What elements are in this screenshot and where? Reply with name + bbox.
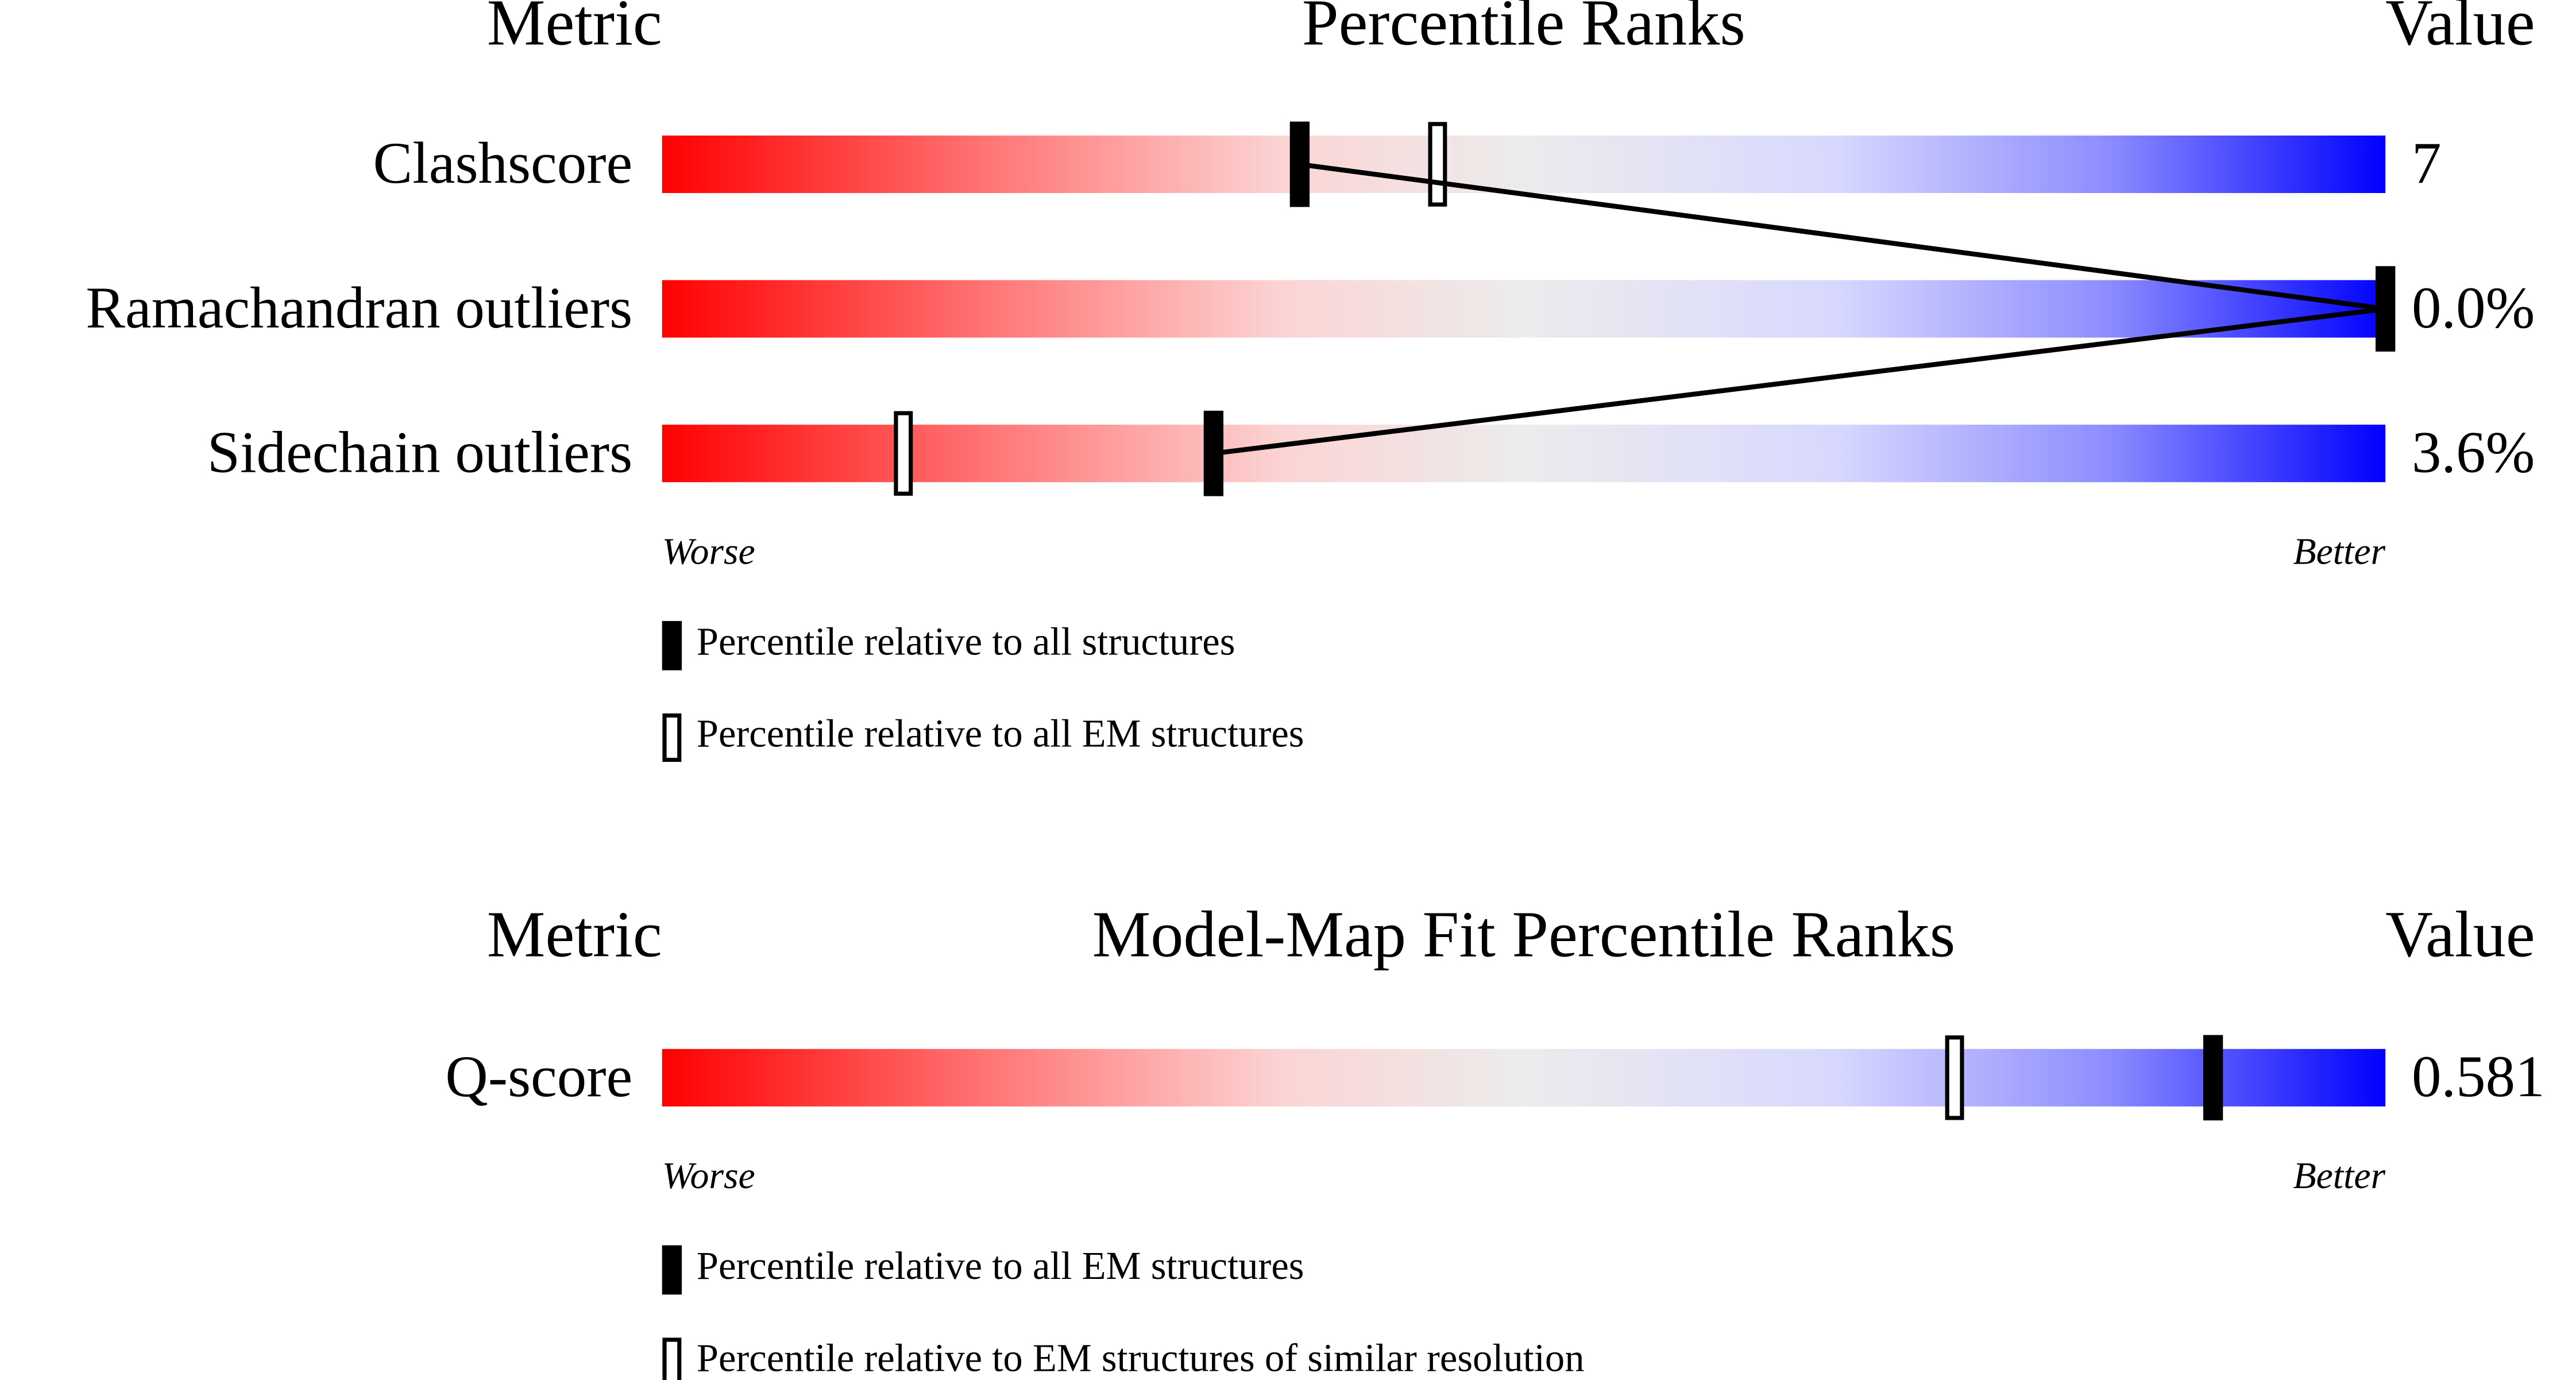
worse-label: Worse: [662, 531, 755, 573]
percentile-marker: [2376, 266, 2396, 352]
chart-title: Percentile Ranks: [1302, 0, 1745, 59]
better-label: Better: [2293, 1155, 2385, 1197]
percentile-bar: [662, 425, 2386, 483]
metric-label: Clashscore: [373, 130, 632, 196]
percentile-bar: [662, 280, 2386, 338]
metric-value: 3.6%: [2412, 419, 2535, 485]
chart-title: Model-Map Fit Percentile Ranks: [1092, 898, 1956, 971]
percentile-marker: [1289, 121, 1310, 207]
metric-label: Sidechain outliers: [207, 419, 633, 485]
percentile-marker: [894, 411, 913, 496]
metric-label: Ramachandran outliers: [86, 275, 632, 341]
value-header: Value: [2385, 898, 2535, 971]
percentile-bar: [662, 135, 2386, 193]
percentile-marker: [1945, 1035, 1964, 1120]
metric-label: Q-score: [445, 1044, 632, 1109]
legend-swatch: [662, 1245, 682, 1295]
better-label: Better: [2293, 531, 2385, 573]
legend-label: Percentile relative to all EM structures: [697, 1244, 1304, 1288]
metric-header: Metric: [487, 898, 662, 971]
metric-value: 0.581: [2412, 1044, 2545, 1109]
legend-label: Percentile relative to EM structures of …: [697, 1336, 1585, 1379]
percentile-marker: [1203, 410, 1224, 496]
worse-label: Worse: [662, 1155, 755, 1197]
metric-value: 0.0%: [2412, 275, 2535, 341]
legend-swatch: [662, 1337, 682, 1380]
metric-header: Metric: [487, 0, 662, 59]
percentile-marker: [2203, 1035, 2223, 1121]
legend-swatch: [662, 713, 682, 762]
legend-label: Percentile relative to all EM structures: [697, 712, 1304, 755]
percentile-bar: [662, 1049, 2386, 1107]
metric-value: 7: [2412, 130, 2441, 196]
percentile-marker: [1428, 122, 1447, 207]
legend-swatch: [662, 620, 682, 670]
value-header: Value: [2385, 0, 2535, 59]
legend-label: Percentile relative to all structures: [697, 620, 1235, 664]
